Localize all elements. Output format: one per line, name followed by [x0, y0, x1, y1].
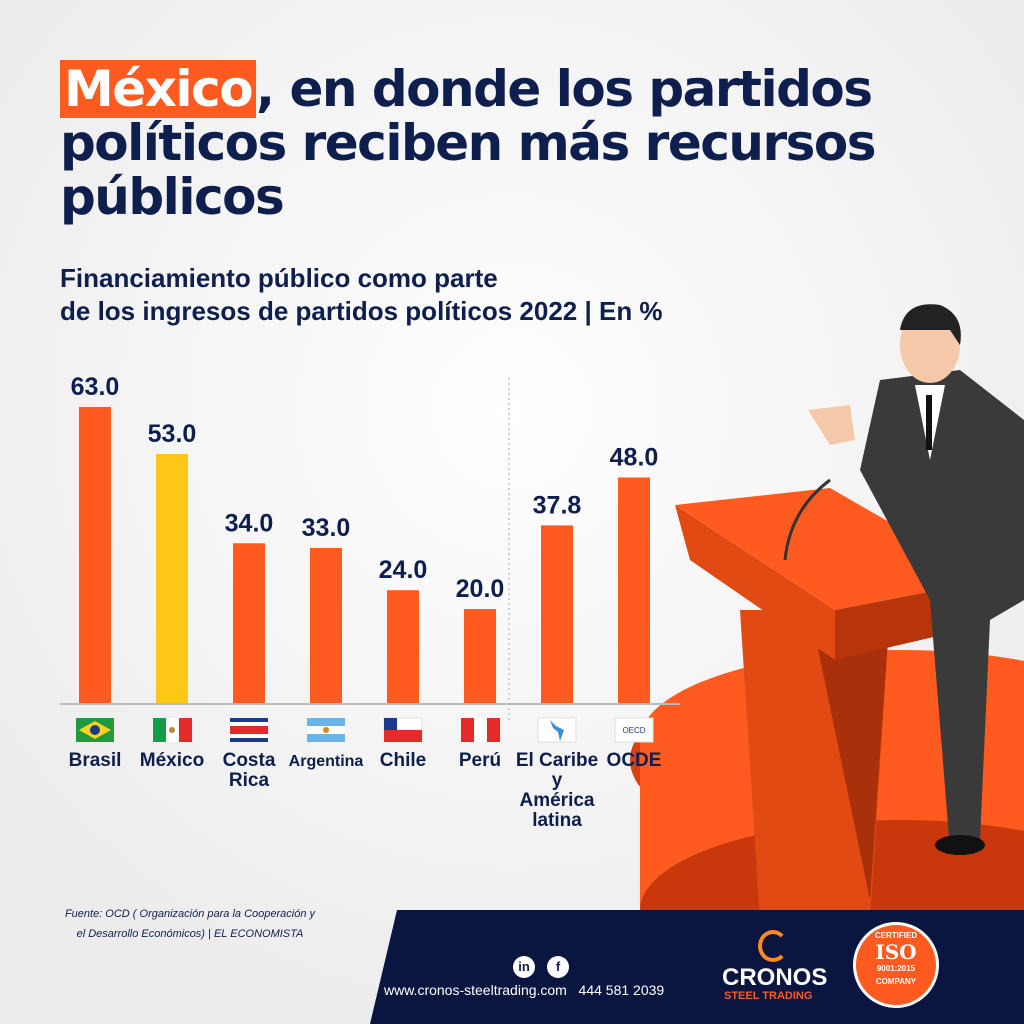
- category-label: El Caribe y América latina: [516, 750, 598, 831]
- data-label: 24.0: [379, 556, 428, 584]
- category-label-line: latina: [532, 810, 582, 831]
- flag-costa-rica-icon: [230, 726, 268, 734]
- flag-part: [323, 727, 329, 733]
- category-label-line: OCDE: [607, 750, 662, 771]
- flag-part: [550, 720, 564, 741]
- data-label: 37.8: [533, 491, 582, 519]
- headline: México, en donde los partidos políticos …: [60, 60, 980, 226]
- flag-mexico-icon: [179, 718, 192, 742]
- flag-costa-rica-icon: [230, 738, 268, 742]
- bar-chile: [387, 590, 419, 703]
- bar-brasil: [79, 407, 111, 703]
- category-label: México: [140, 750, 204, 771]
- data-label: 34.0: [225, 509, 274, 537]
- subtitle-line1: Financiamiento público como parte: [60, 263, 498, 293]
- category-label-line: América: [520, 790, 595, 811]
- flag-costa-rica-icon: [230, 722, 268, 726]
- flag-argentina-icon: [307, 734, 345, 742]
- bar-argentina: [310, 547, 342, 703]
- category-label: Brasil: [69, 750, 122, 771]
- headline-highlight: México: [60, 60, 257, 118]
- flag-peru-icon: [474, 718, 487, 742]
- data-label: 63.0: [71, 373, 120, 401]
- flag-part: [90, 725, 100, 735]
- bar-méxico: [156, 453, 188, 703]
- flag-part: [384, 730, 422, 742]
- chart-subtitle: Financiamiento público como parte de los …: [60, 262, 663, 328]
- category-label-line: Brasil: [69, 750, 122, 771]
- bar-costa-rica: [233, 543, 265, 703]
- oecd-logo-icon: [614, 717, 654, 743]
- category-label-line: El Caribe: [516, 750, 598, 771]
- flag-costa-rica-icon: [230, 734, 268, 738]
- flag-argentina-icon: [307, 718, 345, 726]
- category-label: Argentina: [289, 753, 364, 770]
- subtitle-line2: de los ingresos de partidos políticos 20…: [60, 296, 663, 326]
- category-label-line: Costa: [223, 750, 276, 771]
- bar-el-caribe-y-américa-latina: [541, 525, 573, 703]
- category-label-line: Perú: [459, 750, 501, 771]
- flag-part: [169, 727, 175, 733]
- category-label: OCDE: [607, 750, 662, 771]
- flag-part: [384, 718, 397, 730]
- flag-peru-icon: [461, 718, 474, 742]
- oecd-logo-text: OECD: [622, 726, 645, 735]
- category-label: Chile: [380, 750, 426, 771]
- data-label: 33.0: [302, 514, 351, 542]
- category-label-line: México: [140, 750, 204, 771]
- category-label: Costa Rica: [223, 750, 276, 791]
- category-label-line: Chile: [380, 750, 426, 771]
- data-label: 53.0: [148, 420, 197, 448]
- category-label-line: Argentina: [289, 753, 364, 770]
- data-label: 20.0: [456, 575, 505, 603]
- bar-perú: [464, 609, 496, 703]
- flag-peru-icon: [487, 718, 500, 742]
- headline-rest: , en donde los partidos políticos recibe…: [60, 60, 877, 226]
- flag-costa-rica-icon: [230, 718, 268, 722]
- data-label: 48.0: [610, 443, 659, 471]
- flag-mexico-icon: [153, 718, 166, 742]
- category-label: Perú: [459, 750, 501, 771]
- category-label-line: Rica: [229, 770, 270, 791]
- category-label-line: y: [552, 770, 563, 791]
- bar-ocde: [618, 477, 650, 703]
